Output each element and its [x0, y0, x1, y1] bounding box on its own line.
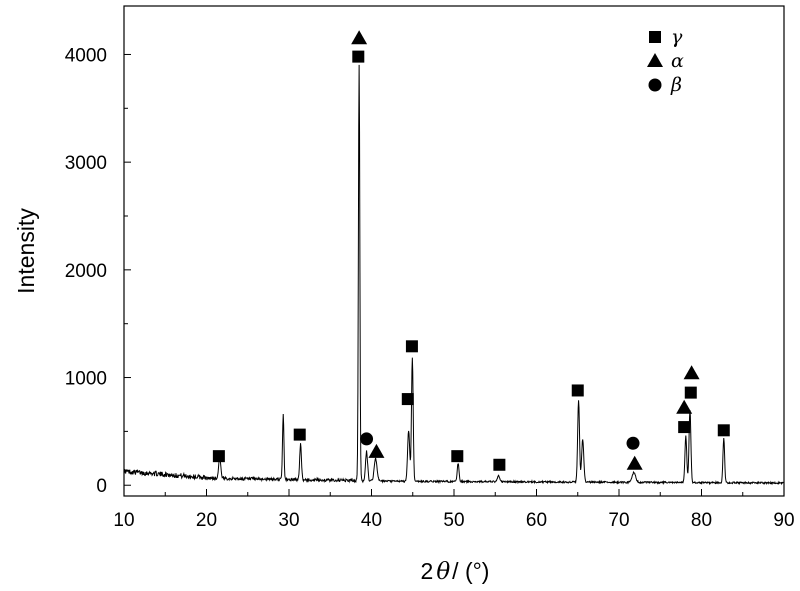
x-tick-label: 80 [691, 510, 712, 531]
square-marker [684, 386, 697, 399]
x-tick-label: 20 [196, 510, 217, 531]
legend-square-marker [649, 31, 661, 43]
x-tick-label: 40 [361, 510, 382, 531]
square-marker [451, 450, 464, 463]
square-marker [212, 450, 225, 463]
square-marker [293, 428, 306, 441]
phase-markers [212, 30, 730, 471]
square-marker [405, 340, 418, 353]
y-tick-label: 3000 [65, 153, 107, 174]
square-marker [717, 424, 730, 437]
x-tick-label: 90 [773, 510, 794, 531]
square-marker [352, 50, 365, 63]
square-marker [401, 393, 414, 406]
y-tick-label: 4000 [65, 45, 107, 66]
triangle-marker [368, 443, 385, 458]
x-axis-title: 2 θ/ (°) [421, 558, 490, 585]
x-tick-labels: 10 20 30 40 50 60 70 80 90 [113, 510, 794, 531]
triangle-marker [676, 399, 693, 414]
y-tick-label: 0 [96, 476, 107, 497]
x-tick-label: 30 [278, 510, 299, 531]
legend-label: β [670, 74, 682, 96]
legend-label: α [671, 50, 684, 72]
triangle-marker [626, 455, 643, 470]
x-tick-label: 10 [113, 510, 134, 531]
y-axis-title: Intensity [13, 208, 39, 294]
y-tick-labels: 0 1000 2000 3000 4000 [65, 45, 107, 497]
square-marker [493, 458, 506, 471]
y-tick-label: 1000 [65, 369, 107, 390]
square-marker [678, 421, 691, 434]
legend: γαβ [647, 26, 684, 96]
triangle-marker [683, 365, 700, 380]
y-tick-label: 2000 [65, 261, 107, 282]
legend-circle-marker [648, 78, 662, 92]
triangle-marker [351, 30, 368, 45]
legend-label: γ [671, 26, 683, 48]
diffraction-pattern-line [123, 64, 785, 486]
legend-triangle-marker [647, 53, 663, 67]
axis-ticks [123, 53, 785, 496]
square-marker [571, 384, 584, 397]
circle-marker [360, 432, 374, 446]
x-tick-label: 60 [526, 510, 547, 531]
x-tick-label: 50 [443, 510, 464, 531]
x-axis-title-unit: / (°) [452, 558, 489, 584]
x-tick-label: 70 [608, 510, 629, 531]
x-axis-title-theta: θ [436, 559, 450, 585]
x-axis-title-prefix: 2 [421, 558, 434, 584]
circle-marker [626, 436, 640, 450]
